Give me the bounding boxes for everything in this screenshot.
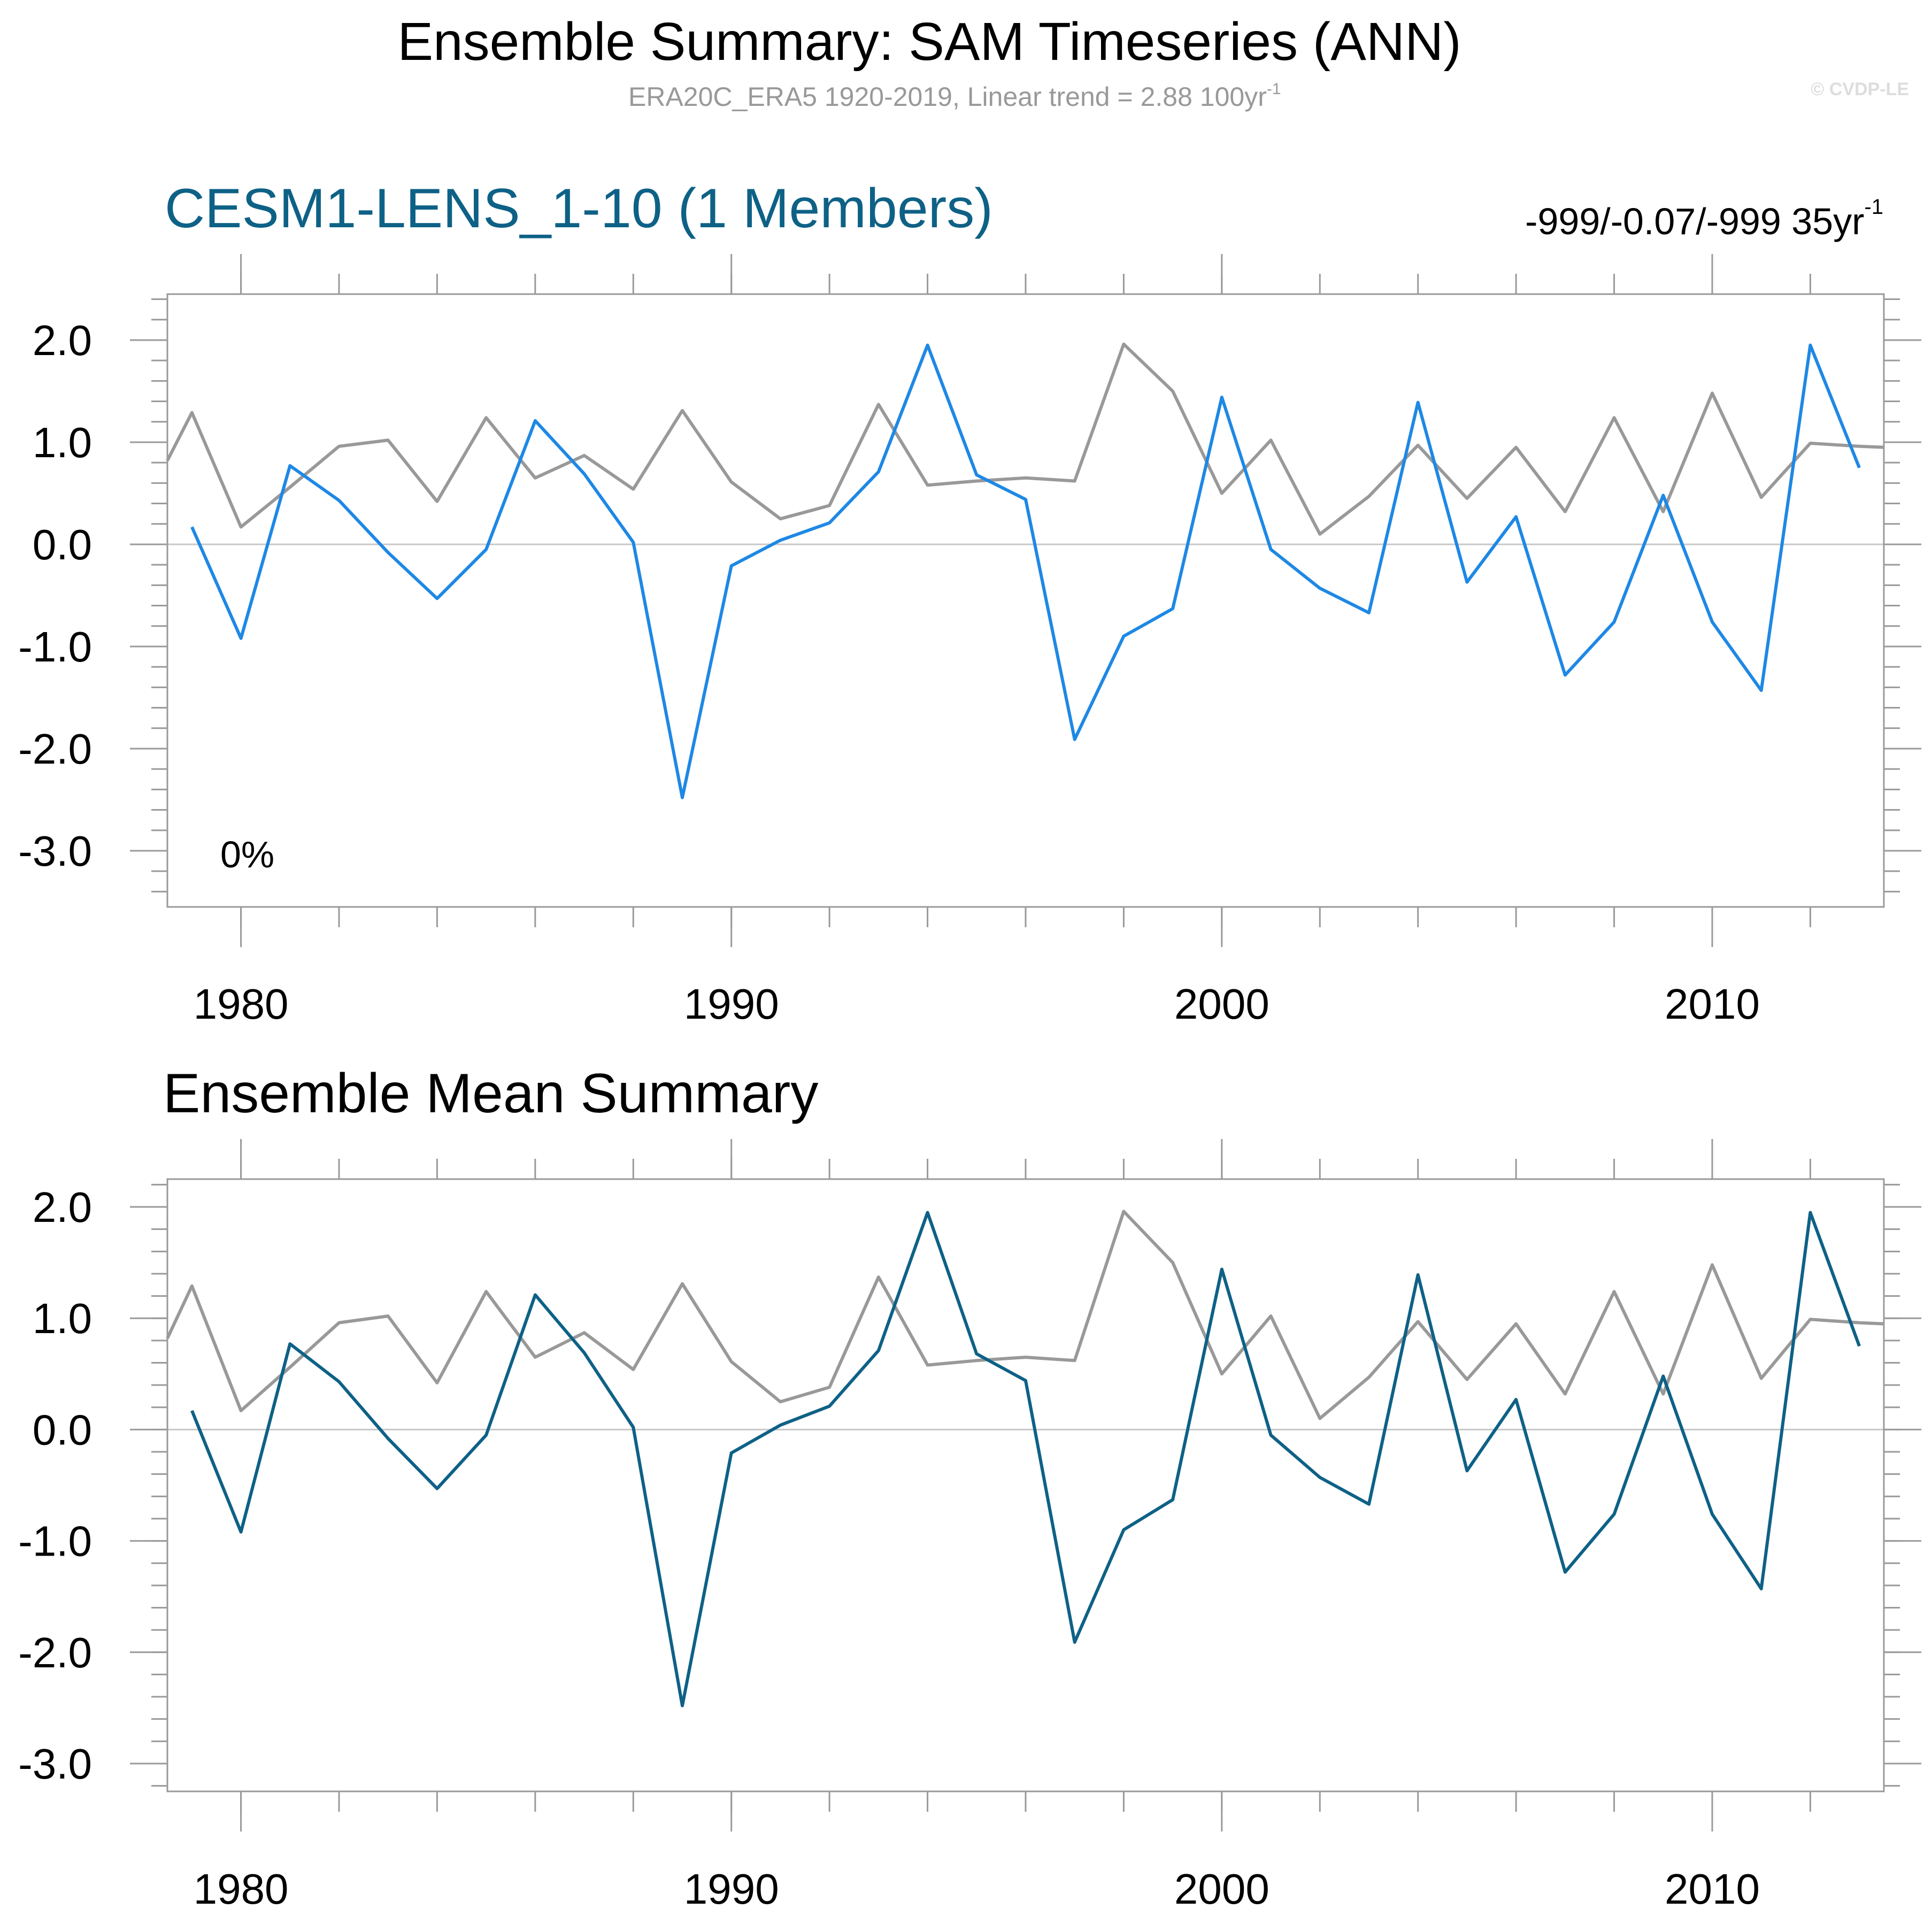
panel-member-timeseries: CESM1-LENS_1-10 (1 Members) -999/-0.07/-… (18, 178, 1921, 1028)
panel1-series-observed (166, 342, 1884, 536)
panel1-y-tick-label: -3.0 (18, 827, 92, 875)
panel2-x-tick-label: 2010 (1665, 1865, 1760, 1913)
panel1-y-tick-label: 0.0 (33, 521, 92, 568)
panel2-y-tick-label: 0.0 (33, 1406, 92, 1453)
panel1-percent-label: 0% (220, 834, 274, 875)
panel1-x-tick-label: 1990 (684, 980, 779, 1028)
panel1-x-tick-label: 2000 (1174, 980, 1269, 1028)
panel1-x-tick-label: 1980 (194, 980, 289, 1028)
panel2-y-tick-label: -1.0 (18, 1518, 92, 1565)
panel1-x-tick-label: 2010 (1665, 980, 1760, 1028)
panel2-x-tick-label: 1980 (194, 1865, 289, 1913)
panel1-y-tick-label: -2.0 (18, 725, 92, 773)
figure-subtitle-line: ERA20C_ERA5 1920-2019, Linear trend = 2.… (628, 80, 1281, 112)
panel1-y-tick-label: -1.0 (18, 623, 92, 671)
panel2-y-tick-label: -2.0 (18, 1629, 92, 1676)
panel1-y-tick-label: 1.0 (33, 419, 92, 466)
panel1-y-tick-label: 2.0 (33, 317, 92, 364)
panel2-y-tick-label: 1.0 (33, 1295, 92, 1342)
panel1-stat: -999/-0.07/-999 35yr (1525, 201, 1864, 242)
panel1-stat-superscript: -1 (1864, 195, 1883, 219)
panel2-title: Ensemble Mean Summary (163, 1063, 818, 1125)
panel2-x-tick-label: 1990 (684, 1865, 779, 1913)
panel1-axes: 2.0 1.0 0.0 -1.0 -2.0 -3.0 1980 1990 2000 2010 (18, 254, 1921, 1028)
watermark-text: © CVDP-LE (1811, 79, 1909, 99)
panel1-frame (166, 293, 1885, 908)
panel2-series (166, 1210, 1884, 1707)
figure-subtitle-superscript: -1 (1267, 80, 1281, 98)
panel2-x-tick-label: 2000 (1174, 1865, 1269, 1913)
panel1-series-member (190, 343, 1861, 799)
panel2-axes: 2.0 1.0 0.0 -1.0 -2.0 -3.0 1980 1990 2000 2010 (18, 1139, 1921, 1913)
panel2-y-tick-label: -3.0 (18, 1740, 92, 1788)
panel1-stat-line: -999/-0.07/-999 35yr-1 (1525, 195, 1883, 242)
panel2-series-observed (166, 1210, 1884, 1420)
figure-subtitle: ERA20C_ERA5 1920-2019, Linear trend = 2.… (628, 82, 1267, 112)
figure-title: Ensemble Summary: SAM Timeseries (ANN) (397, 12, 1461, 72)
panel1-series (166, 342, 1884, 799)
panel2-frame (166, 1178, 1885, 1792)
panel2-y-tick-label: 2.0 (33, 1183, 92, 1231)
panel1-title: CESM1-LENS_1-10 (1 Members) (165, 178, 993, 240)
panel-ensemble-mean: Ensemble Mean Summary 2.0 1.0 0.0 -1.0 -2.0 -… (18, 1063, 1921, 1913)
panel2-series-ensemble-mean (190, 1211, 1861, 1707)
